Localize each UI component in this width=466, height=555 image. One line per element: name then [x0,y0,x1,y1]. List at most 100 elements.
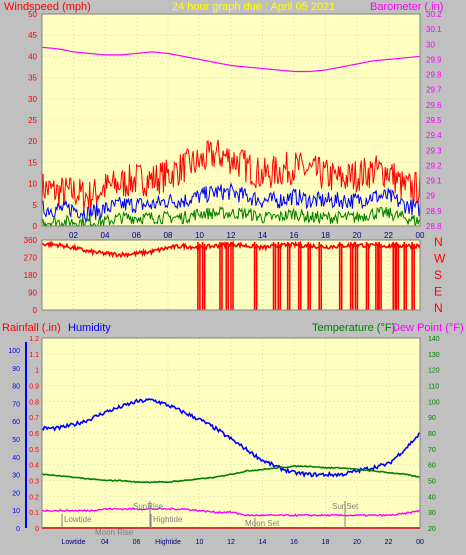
top-x-tick-label: 06 [132,231,141,240]
bottom-x-tick-label: 10 [196,539,204,546]
humidity-tick-label: 70 [12,401,20,408]
humidity-tick-label: 20 [12,490,20,497]
windspeed-tick-label: 5 [33,201,38,210]
humidity-tick-label: 50 [12,437,20,444]
temperature-tick-label: 50 [428,479,436,486]
temperature-axis-label: Temperature (°F) [312,322,395,334]
humidity-tick-label: 90 [12,366,20,373]
temperature-tick-label: 80 [428,431,436,438]
bottom-x-tick-label: 06 [133,539,141,546]
rainfall-tick-label: 1.2 [29,336,39,343]
temperature-tick-label: 120 [428,368,440,375]
temperature-tick-label: 20 [428,526,436,533]
direction-tick-label: 360 [24,236,38,245]
barometer-tick-label: 29.5 [426,116,442,125]
bottom-x-tick-label: 20 [353,539,361,546]
rainfall-tick-label: 0.1 [29,510,39,517]
top-x-tick-label: 18 [321,231,330,240]
temperature-tick-label: 110 [428,384,439,391]
compass-label: N [434,235,443,249]
temperature-tick-label: 140 [428,336,440,343]
sunset-annotation: SunSet [332,502,359,511]
compass-label: W [434,252,446,266]
moonrise-annotation: Moon Rise [95,528,134,537]
bottom-x-tick-label: 18 [322,539,330,546]
compass-label: S [434,268,442,282]
top-x-tick-label: 20 [353,231,362,240]
barometer-tick-label: 29.8 [426,71,442,80]
top-x-tick-label: 22 [384,231,393,240]
temperature-tick-label: 30 [428,510,436,517]
temperature-tick-label: 130 [428,352,440,359]
rainfall-tick-label: 1 [35,368,39,375]
dewpoint-axis-label: Dew Point (°F) [392,322,464,334]
rainfall-tick-label: 0.4 [29,463,39,470]
barometer-tick-label: 29.2 [426,161,442,170]
humidity-tick-label: 30 [12,473,20,480]
barometer-tick-label: 30.2 [426,10,442,19]
windspeed-tick-label: 15 [28,158,37,167]
top-x-tick-label: 14 [258,231,267,240]
rainfall-tick-label: 0.8 [29,399,39,406]
barometer-tick-label: 28.9 [426,207,442,216]
top-x-tick-label: 04 [101,231,110,240]
barometer-tick-label: 30.1 [426,25,442,34]
direction-plot-frame [41,239,421,311]
bottom-x-tick-label: 04 [101,539,109,546]
top-x-tick-label: 00 [416,231,425,240]
humidity-axis-label: Humidity [68,322,111,334]
temperature-tick-label: 70 [428,447,436,454]
rainfall-tick-label: 0.5 [29,447,39,454]
graph-title: 24 hour graph due : April 05 2021 [172,1,335,13]
rainfall-tick-label: 0.9 [29,384,39,391]
bottom-x-tick-label: Hightide [155,539,181,546]
barometer-tick-label: 29.7 [426,86,442,95]
hightide-annotation: Hightide [153,515,183,524]
direction-tick-label: 90 [28,289,37,298]
humidity-tick-label: 0 [16,526,20,533]
barometer-tick-label: 29.3 [426,146,442,155]
humidity-tick-label: 40 [12,455,20,462]
bottom-plot-frame [41,337,421,529]
barometer-axis-label: Barometer (.in) [370,1,443,13]
barometer-tick-label: 30 [426,40,435,49]
temperature-tick-label: 40 [428,494,436,501]
top-x-tick-label: 10 [195,231,204,240]
windspeed-tick-label: 0 [33,222,38,231]
barometer-tick-label: 29.1 [426,177,442,186]
humidity-line [41,397,421,478]
bottom-x-tick-label: 12 [227,539,235,546]
bottom-plot-area [42,338,420,528]
barometer-tick-label: 29.6 [426,101,442,110]
humidity-tick-label: 60 [12,419,20,426]
bottom-x-tick-label: 00 [416,539,424,546]
moonset-annotation: Moon Set [245,519,280,528]
bottom-x-tick-label: Lowtide [61,539,85,546]
dewpoint-line [41,507,421,518]
rainfall-tick-label: 0 [35,526,39,533]
barometer-tick-label: 28.8 [426,222,442,231]
bottom-x-tick-label: 22 [385,539,393,546]
direction-tick-label: 180 [24,271,38,280]
direction-tick-label: 270 [24,254,38,263]
bottom-x-tick-label: 16 [290,539,298,546]
rainfall-tick-label: 0.7 [29,415,39,422]
humidity-tick-label: 10 [12,508,20,515]
barometer-tick-label: 29.9 [426,55,442,64]
humidity-tick-label: 80 [12,384,20,391]
top-x-tick-label: 08 [164,231,173,240]
top-x-tick-label: 12 [227,231,236,240]
compass-label: N [434,301,443,315]
windspeed-min-line [41,205,421,228]
barometer-line [41,46,421,73]
windspeed-axis-label: Windspeed (mph) [4,1,91,13]
windspeed-tick-label: 35 [28,74,37,83]
rainfall-axis-label: Rainfall (.in) [2,322,61,334]
barometer-tick-label: 29 [426,192,435,201]
windspeed-avg-line [41,182,421,223]
windspeed-tick-label: 20 [28,137,37,146]
windspeed-tick-label: 45 [28,31,37,40]
top-plot-frame [41,13,421,227]
temperature-tick-label: 60 [428,463,436,470]
